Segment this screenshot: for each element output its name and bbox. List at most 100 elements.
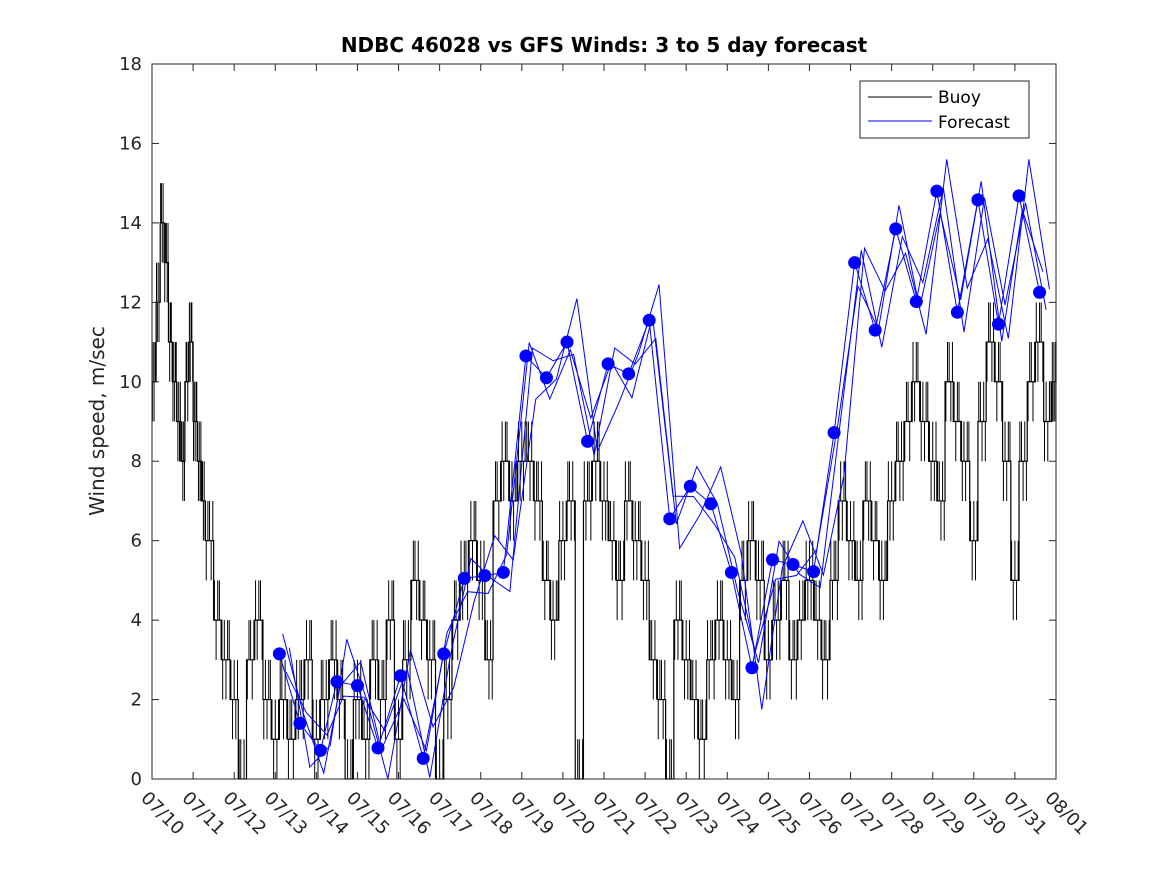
forecast-marker (930, 184, 944, 198)
buoy-spikes (411, 540, 419, 621)
forecast-marker (519, 349, 533, 363)
buoy-spikes (156, 262, 161, 343)
forecast-marker (496, 565, 510, 579)
buoy-spikes (378, 659, 386, 740)
legend-box (859, 80, 1030, 139)
buoy-spikes (953, 381, 962, 462)
forecast-marker (457, 571, 471, 585)
buoy-spikes (920, 381, 929, 462)
buoy-spikes (690, 659, 699, 740)
buoy-spikes (682, 620, 690, 700)
buoy-spikes (320, 659, 329, 740)
buoy-spikes (781, 540, 789, 621)
forecast-marker (560, 335, 574, 349)
buoy-spikes (197, 421, 202, 501)
buoy-spikes (756, 540, 764, 621)
buoy-spikes (193, 381, 198, 462)
buoy-spikes (534, 461, 543, 541)
buoy-spikes (600, 461, 608, 541)
forecast-marker (272, 647, 286, 661)
y-tick-label: 12 (119, 292, 142, 313)
buoy-spikes (608, 500, 617, 581)
buoy-spikes (937, 461, 945, 541)
buoy-spikes (970, 500, 978, 581)
forecast-marker (581, 434, 595, 448)
buoy-spikes (279, 659, 288, 740)
forecast-marker (889, 222, 903, 236)
plot-area (151, 63, 1057, 780)
buoy-spikes (386, 580, 395, 660)
buoy-spikes (698, 699, 707, 779)
buoy-spikes (896, 421, 904, 501)
buoy-spikes (945, 342, 953, 422)
buoy-spikes (476, 540, 485, 621)
forecast-marker (371, 741, 385, 755)
buoy-spikes (205, 500, 214, 581)
buoy-spikes (994, 342, 1003, 422)
buoy-spikes (271, 699, 280, 779)
y-tick-label: 2 (131, 690, 142, 711)
buoy-spikes (1019, 421, 1027, 501)
buoy-spikes (168, 302, 173, 382)
y-tick-label: 10 (119, 372, 142, 393)
buoy-line (152, 222, 1057, 780)
buoy-spikes (559, 500, 567, 581)
forecast-marker (1012, 189, 1026, 203)
buoy-spikes (184, 342, 190, 422)
buoy-spikes (1002, 421, 1011, 501)
buoy-spikes (904, 381, 912, 462)
buoy-spikes (879, 540, 888, 621)
y-tick-label: 4 (131, 610, 142, 631)
buoy-spikes (304, 620, 312, 700)
forecast-marker (642, 313, 656, 327)
forecast-marker (1033, 285, 1047, 299)
forecast-marker (827, 426, 841, 440)
forecast-marker (807, 565, 821, 579)
y-tick-label: 16 (119, 133, 142, 154)
buoy-spikes (542, 540, 551, 621)
buoy-spikes (402, 620, 411, 700)
buoy-spikes (854, 540, 863, 621)
buoy-spikes (591, 421, 600, 501)
buoy-spikes (830, 540, 838, 621)
y-tick-label: 6 (131, 531, 142, 552)
buoy-spikes (460, 540, 469, 621)
buoy-spikes (180, 421, 185, 501)
buoy-spikes (501, 421, 510, 501)
forecast-trace (288, 159, 1050, 780)
buoy-spikes (160, 183, 165, 263)
buoy-spikes (961, 421, 970, 501)
y-tick-label: 0 (131, 769, 142, 790)
buoy-spikes (287, 699, 296, 779)
buoy-spikes (731, 659, 740, 740)
buoy-spikes (846, 500, 855, 581)
forecast-marker (991, 317, 1005, 331)
buoy-spikes (616, 540, 625, 621)
buoy-spikes (201, 461, 206, 541)
forecast-marker (848, 256, 862, 270)
buoy-spikes (665, 739, 672, 779)
forecast-marker (330, 675, 344, 689)
buoy-spikes (1035, 302, 1044, 382)
buoy-spikes (164, 222, 169, 303)
buoy-spikes (246, 620, 255, 700)
buoy-spikes (238, 739, 245, 779)
y-axis: 0 2 4 6 8 10 12 14 16 18 (119, 54, 1056, 790)
legend-buoy-label: Buoy (938, 88, 981, 108)
buoy-spikes (452, 580, 460, 660)
buoy-spikes (230, 659, 238, 740)
buoy-spikes (797, 580, 806, 660)
buoy-spikes (928, 421, 937, 501)
buoy-spikes (748, 500, 756, 581)
buoy-spikes (657, 659, 666, 740)
buoy-spikes (649, 620, 658, 700)
buoy-spikes (723, 620, 732, 700)
forecast-marker (293, 716, 307, 730)
buoy-spikes (188, 302, 194, 382)
forecast-marker (394, 669, 408, 683)
buoy-spikes (550, 580, 559, 660)
buoy-spikes (370, 620, 378, 700)
forecast-trace (278, 191, 1041, 759)
forecast-marker (539, 371, 553, 385)
